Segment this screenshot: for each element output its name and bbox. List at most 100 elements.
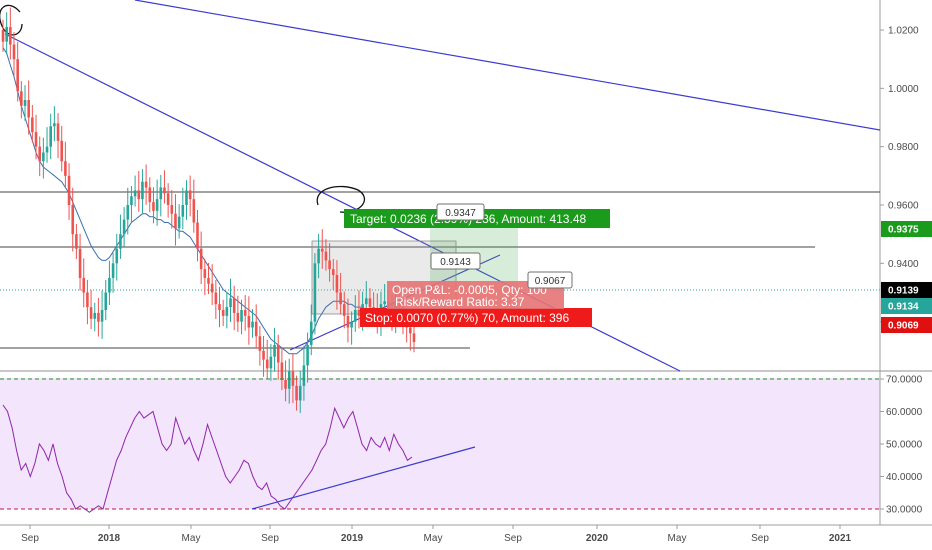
candle-body bbox=[188, 190, 192, 200]
candle-body bbox=[273, 345, 276, 357]
candle-body bbox=[320, 248, 324, 252]
candle-body bbox=[240, 310, 243, 322]
candle-body bbox=[342, 304, 346, 316]
candle-body bbox=[276, 345, 280, 363]
risk-reward-label: Risk/Reward Ratio: 3.37 bbox=[395, 295, 525, 309]
candle-body bbox=[291, 371, 295, 386]
rsi-band bbox=[0, 378, 880, 509]
candle-body bbox=[163, 187, 166, 194]
candle-body bbox=[177, 216, 181, 229]
candle-body bbox=[251, 321, 254, 328]
candle-body bbox=[331, 269, 335, 275]
candle-body bbox=[126, 205, 130, 220]
stop-label-box bbox=[360, 308, 592, 327]
candle-body bbox=[42, 152, 45, 162]
time-tick-label: May bbox=[668, 533, 687, 544]
candle-body bbox=[45, 146, 49, 153]
candle-body bbox=[269, 356, 273, 369]
candle-body bbox=[306, 345, 309, 366]
candle-body bbox=[60, 140, 64, 162]
candle-body bbox=[317, 248, 320, 264]
price-callout: 0.9143 bbox=[440, 257, 471, 268]
candle-body bbox=[152, 202, 155, 211]
candle-body bbox=[23, 100, 27, 106]
price-callout: 0.9067 bbox=[535, 276, 566, 287]
candle-body bbox=[262, 350, 265, 360]
time-tick-label: Sep bbox=[751, 533, 769, 544]
candle-body bbox=[5, 27, 8, 42]
candle-body bbox=[97, 312, 100, 322]
candle-body bbox=[144, 181, 148, 188]
candle-body bbox=[210, 283, 214, 293]
candle-body bbox=[89, 307, 93, 319]
open-pnl-label: Open P&L: -0.0005, Qty: 100 bbox=[392, 283, 547, 297]
candle-body bbox=[196, 222, 199, 249]
candle-body bbox=[383, 301, 386, 305]
price-tag-box bbox=[881, 317, 932, 333]
candle-body bbox=[280, 362, 284, 380]
price-callout-box bbox=[436, 203, 485, 221]
candle-body bbox=[174, 213, 177, 229]
price-callout-box bbox=[527, 271, 573, 289]
candle-body bbox=[295, 385, 298, 401]
time-tick-label: Sep bbox=[261, 533, 279, 544]
candle-body bbox=[412, 333, 416, 343]
candle-body bbox=[199, 248, 203, 270]
candle-body bbox=[243, 310, 247, 316]
candle-body bbox=[287, 371, 291, 389]
circle-highlight-right bbox=[316, 185, 365, 213]
time-tick-label: 2018 bbox=[98, 533, 121, 544]
time-tick-label: May bbox=[182, 533, 201, 544]
candle-body bbox=[111, 263, 115, 278]
candle-body bbox=[247, 315, 251, 328]
price-tag-label: 0.9069 bbox=[888, 321, 919, 332]
candle-body bbox=[49, 126, 53, 147]
candle-body bbox=[203, 269, 207, 278]
price-tag-label: 0.9134 bbox=[888, 302, 919, 313]
candle-body bbox=[133, 190, 137, 197]
candle-body bbox=[38, 146, 41, 162]
candle-body bbox=[137, 190, 141, 200]
price-tick-label: 1.0000 bbox=[888, 84, 919, 95]
candle-body bbox=[207, 277, 210, 284]
candle-body bbox=[225, 307, 229, 316]
candle-body bbox=[170, 205, 174, 214]
candle-body bbox=[221, 310, 225, 316]
rsi-tick-label: 60.0000 bbox=[886, 407, 923, 418]
candle-body bbox=[353, 310, 357, 322]
candle-body bbox=[12, 44, 16, 60]
time-tick-label: Sep bbox=[504, 533, 522, 544]
candle-body bbox=[166, 193, 170, 205]
candle-body bbox=[229, 298, 232, 308]
candle-body bbox=[93, 312, 97, 319]
candle-body bbox=[324, 251, 328, 261]
candle-body bbox=[115, 248, 119, 264]
candle-body bbox=[346, 315, 350, 328]
candle-body bbox=[335, 275, 339, 293]
time-tick-label: May bbox=[424, 533, 443, 544]
candle-body bbox=[339, 292, 342, 305]
time-tick-label: Sep bbox=[21, 533, 39, 544]
rsi-trendline bbox=[251, 446, 476, 510]
price-tick-label: 1.0200 bbox=[888, 26, 919, 37]
candle-body bbox=[64, 161, 67, 176]
candle-body bbox=[75, 234, 78, 249]
time-tick-label: 2019 bbox=[341, 533, 364, 544]
candle-body bbox=[86, 292, 89, 308]
candle-body bbox=[122, 219, 126, 235]
candle-body bbox=[16, 59, 19, 92]
stop-label: Stop: 0.0070 (0.77%) 70, Amount: 396 bbox=[365, 311, 569, 325]
candle-body bbox=[34, 132, 38, 147]
candle-body bbox=[100, 310, 104, 322]
price-tag-box bbox=[881, 298, 932, 314]
candle-body bbox=[313, 263, 317, 322]
candle-body bbox=[409, 327, 412, 334]
candle-body bbox=[232, 298, 236, 313]
time-tick-label: 2020 bbox=[586, 533, 609, 544]
candle-body bbox=[1, 30, 5, 42]
rsi-tick-label: 30.0000 bbox=[886, 505, 923, 516]
candle-body bbox=[31, 117, 34, 133]
candle-body bbox=[309, 321, 313, 345]
candle-body bbox=[56, 123, 60, 141]
